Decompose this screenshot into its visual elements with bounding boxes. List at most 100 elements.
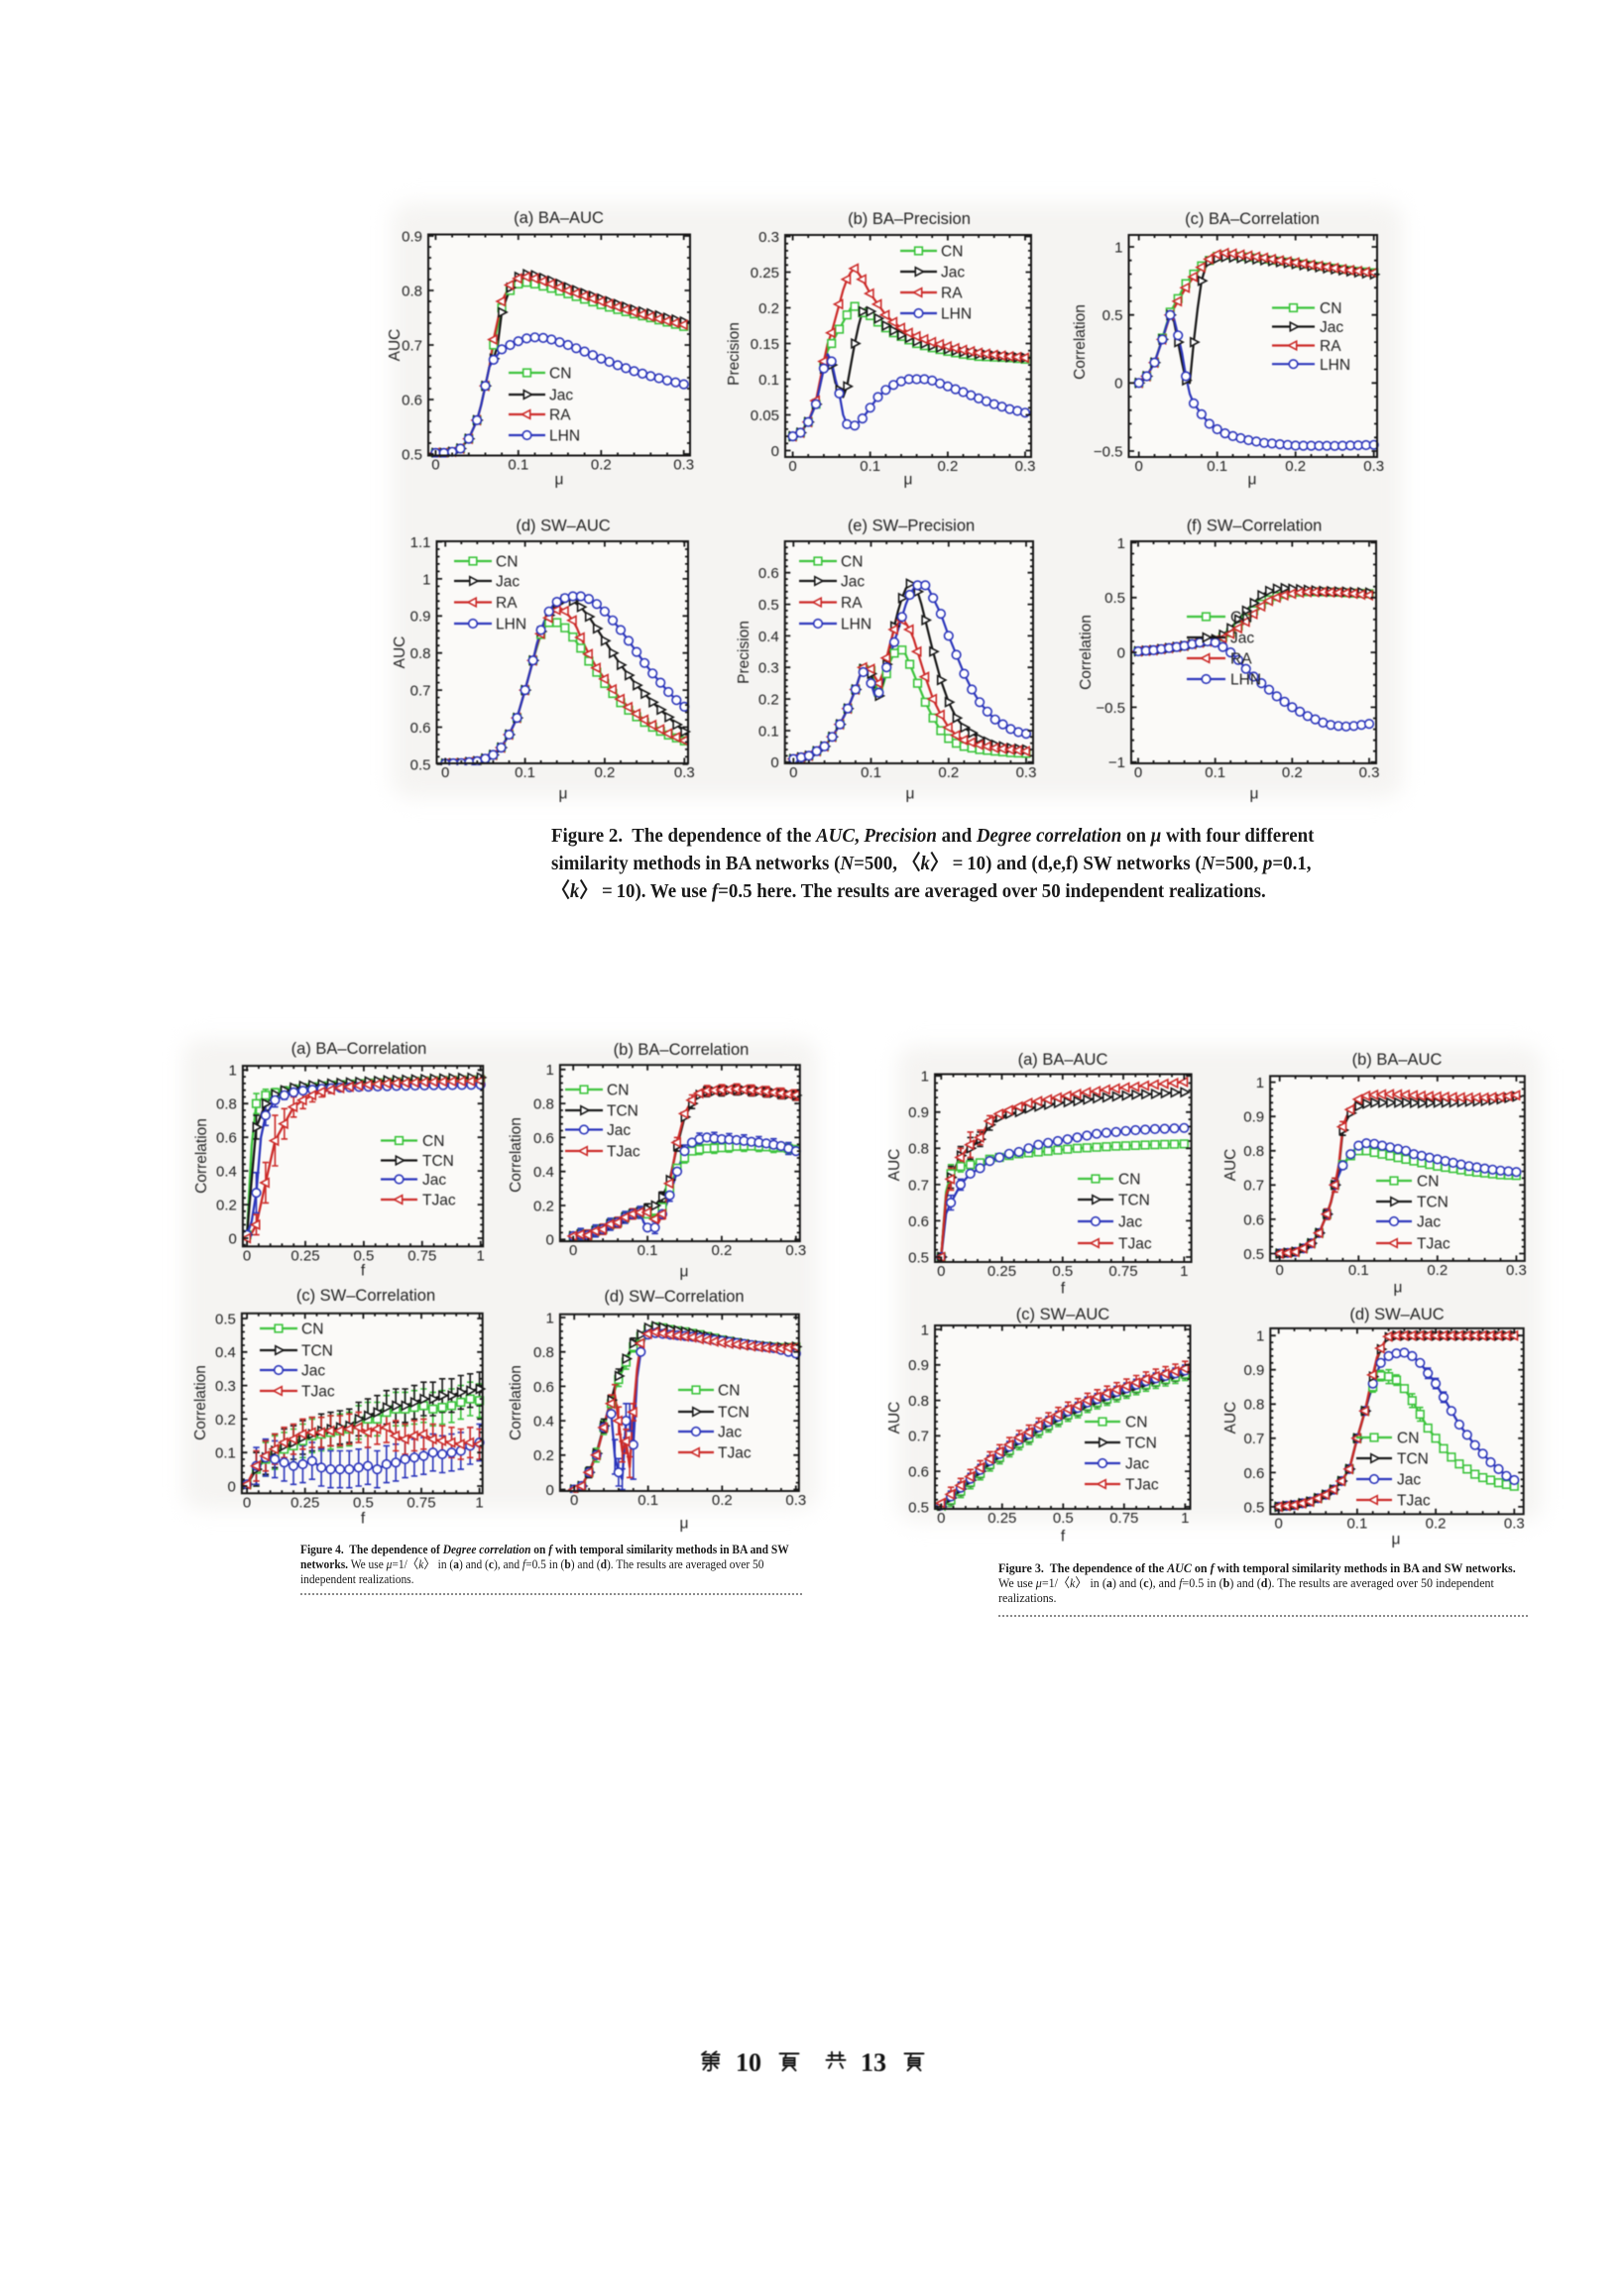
svg-text:0.8: 0.8 (533, 1096, 554, 1113)
svg-text:Correlation: Correlation (192, 1365, 209, 1440)
svg-text:Jac: Jac (607, 1122, 631, 1139)
svg-text:Jac: Jac (422, 1172, 446, 1189)
svg-text:0.5: 0.5 (1104, 590, 1125, 607)
svg-text:TCN: TCN (422, 1153, 454, 1170)
svg-text:CN: CN (941, 244, 963, 261)
svg-text:0: 0 (789, 764, 797, 781)
svg-text:0: 0 (243, 1494, 251, 1511)
svg-text:0.25: 0.25 (290, 1247, 319, 1264)
svg-text:(b) BA–Precision: (b) BA–Precision (848, 210, 971, 228)
svg-text:0.2: 0.2 (216, 1198, 237, 1214)
svg-text:LHN: LHN (496, 617, 526, 633)
svg-text:1: 1 (1256, 1328, 1264, 1345)
svg-text:0.5: 0.5 (353, 1247, 374, 1264)
svg-text:0.2: 0.2 (594, 764, 615, 781)
svg-text:0.15: 0.15 (751, 336, 779, 353)
svg-text:1: 1 (1180, 1263, 1188, 1280)
svg-text:0: 0 (431, 457, 439, 474)
svg-text:μ: μ (1394, 1280, 1403, 1297)
svg-text:0.2: 0.2 (758, 692, 779, 709)
svg-text:(a) BA–AUC: (a) BA–AUC (514, 209, 604, 227)
svg-text:0.2: 0.2 (1427, 1262, 1448, 1279)
svg-text:0.2: 0.2 (1282, 764, 1303, 781)
svg-text:0.8: 0.8 (410, 645, 431, 662)
svg-text:1: 1 (229, 1063, 237, 1080)
svg-text:0.3: 0.3 (758, 660, 779, 677)
svg-text:0: 0 (546, 1232, 554, 1249)
svg-text:0.9: 0.9 (908, 1104, 929, 1121)
svg-text:Jac: Jac (1230, 631, 1254, 647)
svg-text:0.5: 0.5 (353, 1494, 374, 1511)
svg-text:RA: RA (496, 595, 518, 612)
svg-text:Jac: Jac (1320, 319, 1343, 336)
svg-text:(b) BA–Correlation: (b) BA–Correlation (614, 1041, 750, 1059)
svg-text:TJac: TJac (301, 1384, 335, 1401)
svg-text:0.25: 0.25 (290, 1494, 319, 1511)
svg-text:TJac: TJac (607, 1144, 640, 1161)
svg-text:0.4: 0.4 (533, 1164, 554, 1181)
svg-text:(c) BA–Correlation: (c) BA–Correlation (1185, 210, 1320, 228)
svg-text:0.8: 0.8 (216, 1096, 237, 1113)
svg-text:0.6: 0.6 (1243, 1211, 1264, 1228)
svg-text:(e) SW–Precision: (e) SW–Precision (848, 517, 975, 534)
svg-text:0.5: 0.5 (1243, 1246, 1264, 1263)
svg-text:LHN: LHN (1320, 357, 1350, 374)
svg-text:0.3: 0.3 (215, 1378, 236, 1395)
svg-text:0: 0 (771, 443, 779, 460)
svg-text:0.1: 0.1 (1348, 1262, 1369, 1279)
svg-text:0.1: 0.1 (861, 764, 881, 781)
svg-text:Jac: Jac (496, 574, 520, 591)
svg-text:1: 1 (422, 571, 430, 588)
svg-text:0.3: 0.3 (785, 1242, 806, 1259)
svg-text:0.7: 0.7 (402, 337, 422, 354)
svg-text:μ: μ (1250, 786, 1259, 803)
svg-text:AUC: AUC (1222, 1402, 1239, 1435)
svg-text:1: 1 (477, 1247, 485, 1264)
svg-text:0.1: 0.1 (758, 723, 779, 740)
svg-text:0.8: 0.8 (1243, 1397, 1264, 1414)
svg-text:Jac: Jac (718, 1425, 742, 1441)
svg-text:0.9: 0.9 (1243, 1109, 1264, 1126)
svg-text:0.3: 0.3 (1015, 458, 1036, 475)
svg-text:0.7: 0.7 (1243, 1431, 1264, 1447)
svg-text:0.9: 0.9 (1243, 1362, 1264, 1379)
svg-text:0.2: 0.2 (1285, 458, 1306, 475)
svg-text:0.25: 0.25 (751, 265, 779, 282)
svg-text:0: 0 (243, 1247, 251, 1264)
svg-text:0: 0 (441, 764, 449, 781)
svg-text:0.3: 0.3 (758, 229, 779, 246)
svg-text:CN: CN (607, 1083, 629, 1099)
svg-text:0.1: 0.1 (638, 1492, 658, 1509)
svg-text:f: f (1061, 1281, 1066, 1298)
svg-text:TJac: TJac (1118, 1236, 1152, 1253)
svg-text:Jac: Jac (1417, 1214, 1441, 1231)
svg-text:1: 1 (1117, 535, 1125, 552)
svg-text:0.75: 0.75 (1109, 1510, 1138, 1527)
svg-text:Jac: Jac (941, 265, 965, 282)
svg-text:Correlation: Correlation (193, 1118, 210, 1194)
svg-text:0.25: 0.25 (987, 1263, 1016, 1280)
svg-text:1.1: 1.1 (410, 534, 431, 551)
svg-text:−0.5: −0.5 (1094, 443, 1123, 460)
svg-text:0.3: 0.3 (1363, 458, 1384, 475)
svg-text:0.3: 0.3 (1359, 764, 1380, 781)
svg-text:μ: μ (680, 1264, 689, 1281)
svg-text:1: 1 (1256, 1075, 1264, 1091)
svg-text:0: 0 (1276, 1262, 1284, 1279)
svg-text:(d) SW–AUC: (d) SW–AUC (516, 517, 610, 534)
svg-text:0.5: 0.5 (758, 597, 779, 614)
svg-text:0.5: 0.5 (1243, 1499, 1264, 1516)
svg-text:AUC: AUC (392, 636, 408, 669)
svg-text:LHN: LHN (549, 428, 580, 445)
svg-text:13: 13 (861, 2048, 886, 2077)
svg-text:CN: CN (1118, 1172, 1140, 1189)
svg-text:(b) BA–AUC: (b) BA–AUC (1352, 1051, 1443, 1069)
svg-text:RA: RA (1230, 651, 1252, 668)
svg-text:1: 1 (1181, 1510, 1189, 1527)
svg-text:0.2: 0.2 (533, 1198, 554, 1214)
svg-text:1: 1 (475, 1494, 483, 1511)
svg-text:TJac: TJac (718, 1445, 752, 1462)
svg-text:0.5: 0.5 (1052, 1263, 1073, 1280)
svg-text:(d) SW–AUC: (d) SW–AUC (1349, 1306, 1444, 1323)
svg-text:AUC: AUC (1222, 1149, 1239, 1182)
